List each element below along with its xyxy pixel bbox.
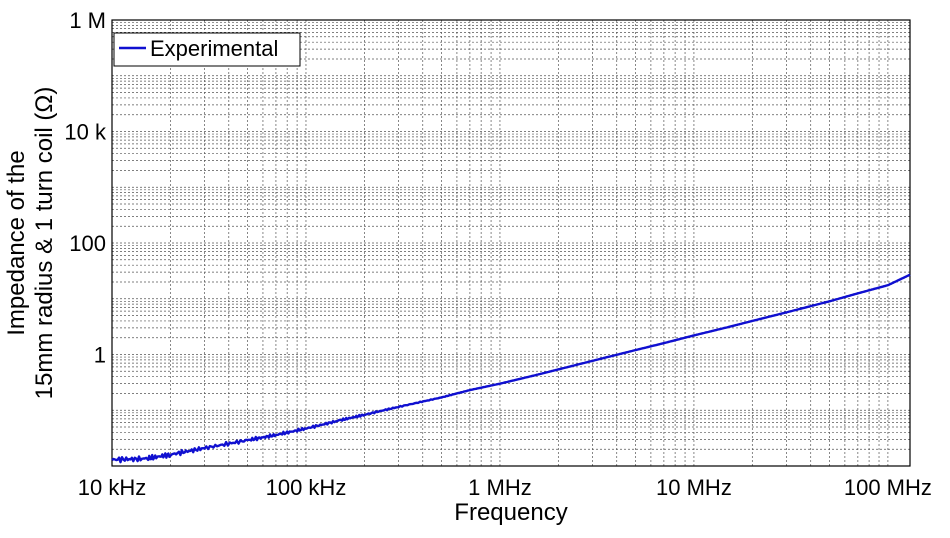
x-tick-label: 1 MHz: [468, 475, 532, 500]
x-tick-label: 100 MHz: [844, 475, 932, 500]
y-axis-label-line-2: 15mm radius & 1 turn coil (Ω): [31, 87, 58, 400]
x-tick-label: 100 kHz: [266, 475, 347, 500]
y-tick-label: 1 M: [69, 8, 106, 33]
y-tick-label: 1: [94, 343, 106, 368]
y-tick-label: 10 k: [64, 120, 107, 145]
x-tick-label: 10 kHz: [78, 475, 146, 500]
y-tick-label: 100: [69, 231, 106, 256]
legend-label-experimental: Experimental: [150, 36, 278, 61]
x-axis-label: Frequency: [454, 499, 567, 526]
y-tick-labels: 1 100 10 k 1 M: [64, 8, 107, 368]
grid-lines: [112, 20, 910, 466]
series-line-experimental: [111, 273, 911, 464]
series-layer: [111, 273, 911, 464]
y-axis-label-line-1: Impedance of the: [3, 150, 30, 335]
x-tick-labels: 10 kHz 100 kHz 1 MHz 10 MHz 100 MHz: [78, 475, 932, 500]
legend-box: [113, 32, 301, 67]
x-tick-label: 10 MHz: [656, 475, 732, 500]
plot-frame: [111, 19, 911, 467]
legend: Experimental: [113, 32, 301, 67]
